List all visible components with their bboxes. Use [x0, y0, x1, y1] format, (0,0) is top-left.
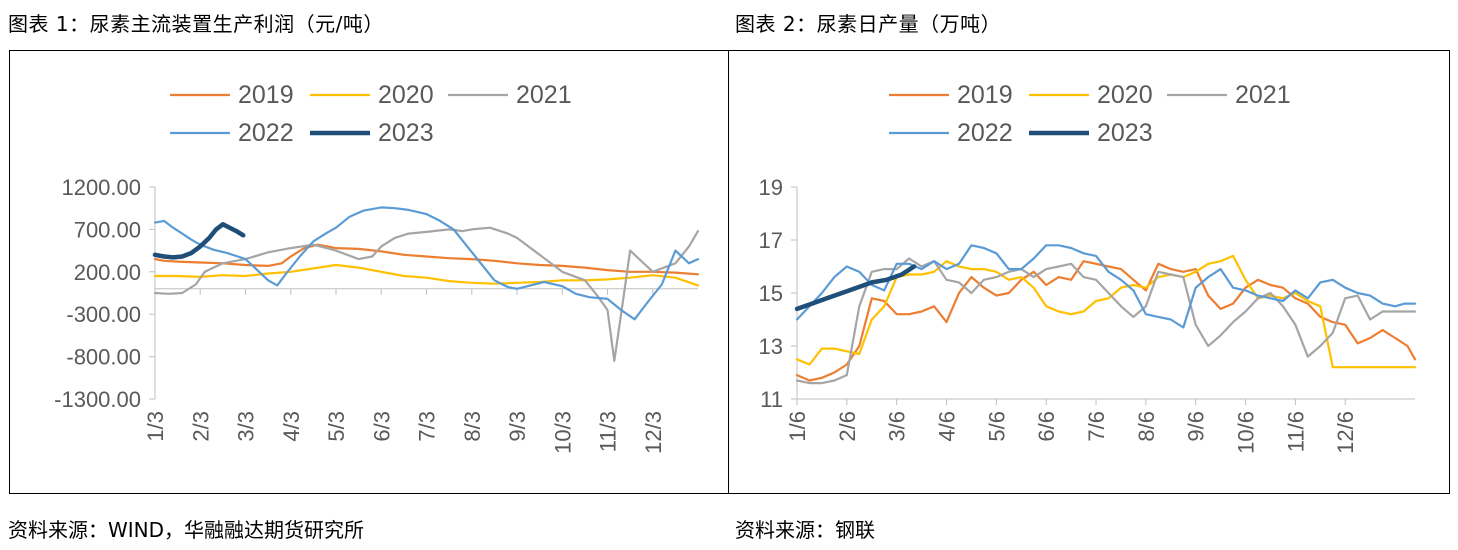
x-tick-label: 2/6: [835, 411, 860, 442]
legend-item-2020: 2020: [1029, 81, 1153, 109]
y-tick-label: -800.00: [66, 345, 141, 370]
legend-label-2023: 2023: [1097, 119, 1153, 147]
y-tick-label: -300.00: [66, 302, 141, 327]
series-line-2019: [795, 260, 1417, 382]
series-line-2021: [153, 226, 700, 362]
legend-label-2019: 2019: [957, 81, 1013, 109]
x-tick-label: 2/3: [188, 411, 213, 442]
x-tick-label: 6/6: [1034, 411, 1059, 442]
legend: 2019 2020 2021 2022 2023: [889, 81, 1291, 147]
y-tick-label: 17: [759, 228, 783, 253]
legend-item-2023: 2023: [1029, 119, 1153, 147]
legend-label-2022: 2022: [957, 119, 1013, 147]
y-tick-label: 19: [759, 175, 783, 200]
x-tick-label: 9/3: [505, 411, 530, 442]
y-tick-label: 1200.00: [61, 175, 141, 200]
series-line-2022: [153, 206, 700, 321]
x-tick-label: 1/3: [143, 411, 168, 442]
legend-label-2020: 2020: [1097, 81, 1153, 109]
legend-item-2019: 2019: [170, 81, 294, 109]
y-tick-label: 13: [759, 334, 783, 359]
chart2-source: 资料来源：钢联: [735, 518, 875, 542]
x-axis: 1/3 2/3 3/3 4/3 5/3 6/3 7/3 8/3 9/3 10/3 11/3 12/3: [143, 288, 698, 454]
legend-label-2019: 2019: [238, 81, 294, 109]
legend-item-2022: 2022: [170, 119, 294, 147]
x-tick-label: 8/3: [460, 411, 485, 442]
series-line-2020: [153, 263, 700, 287]
legend-label-2023: 2023: [378, 119, 434, 147]
chart1-source: 资料来源：WIND，华融融达期货研究所: [8, 518, 365, 542]
x-tick-label: 12/3: [641, 411, 666, 454]
legend-label-2021: 2021: [1235, 81, 1291, 109]
legend-label-2021: 2021: [516, 81, 572, 109]
series-line-2020: [795, 254, 1417, 369]
series-group: [152, 206, 700, 362]
x-tick-label: 12/6: [1333, 411, 1358, 454]
legend: 2019 2020 2021 2022 2023: [170, 81, 572, 147]
legend-label-2020: 2020: [378, 81, 434, 109]
x-tick-label: 4/6: [935, 411, 960, 442]
x-tick-label: 5/6: [984, 411, 1009, 442]
legend-item-2021: 2021: [448, 81, 572, 109]
x-tick-label: 7/6: [1084, 411, 1109, 442]
x-tick-label: 7/3: [415, 411, 440, 442]
x-tick-label: 6/3: [369, 411, 394, 442]
series-line-2022: [795, 244, 1417, 329]
chart1-svg: 2019 2020 2021 2022 2023 1200.00 700.00 200.00 -…: [54, 81, 700, 454]
chart2-title: 图表 2：尿素日产量（万吨）: [735, 12, 1002, 36]
chart1-frame: 2019 2020 2021 2022 2023 1200.00 700.00 200.00 -…: [9, 50, 729, 494]
y-tick-label: 15: [759, 281, 783, 306]
x-tick-label: 11/3: [596, 411, 621, 452]
legend-item-2021: 2021: [1167, 81, 1291, 109]
x-tick-label: 10/3: [550, 411, 575, 454]
x-tick-label: 1/6: [785, 411, 810, 442]
legend-item-2020: 2020: [310, 81, 434, 109]
x-tick-label: 8/6: [1134, 411, 1159, 442]
series-line-2019: [153, 243, 700, 276]
legend-item-2022: 2022: [889, 119, 1013, 147]
x-axis: 1/6 2/6 3/6 4/6 5/6 6/6 7/6 8/6 9/6 10/6 11/6 12/6: [785, 398, 1415, 454]
y-tick-label: 11: [760, 387, 783, 412]
y-axis: 11 13 15 17 19: [759, 175, 798, 412]
x-tick-label: 3/3: [234, 411, 259, 442]
x-tick-label: 3/6: [885, 411, 910, 442]
chart2-frame: 2019 2020 2021 2022 2023 11 13 15 17 19 1/6 2/6 3/6 4…: [728, 50, 1450, 494]
x-tick-label: 4/3: [279, 411, 304, 442]
legend-label-2022: 2022: [238, 119, 294, 147]
y-tick-label: 200.00: [74, 260, 141, 285]
x-tick-label: 11/6: [1283, 411, 1308, 452]
x-tick-label: 5/3: [324, 411, 349, 442]
series-group: [794, 244, 1417, 385]
series-line-2021: [795, 257, 1417, 385]
y-tick-label: -1300.00: [54, 387, 141, 412]
legend-item-2019: 2019: [889, 81, 1013, 109]
x-tick-label: 10/6: [1234, 411, 1259, 454]
chart2-svg: 2019 2020 2021 2022 2023 11 13 15 17 19 1/6 2/6 3/6 4…: [759, 81, 1417, 454]
x-tick-label: 9/6: [1184, 411, 1209, 442]
y-tick-label: 700.00: [74, 217, 141, 242]
legend-item-2023: 2023: [310, 119, 434, 147]
chart1-title: 图表 1：尿素主流装置生产利润（元/吨）: [8, 12, 384, 36]
series-line-2023: [152, 222, 246, 260]
series-line-2023: [794, 264, 917, 312]
y-axis: 1200.00 700.00 200.00 -300.00 -800.00 -1300.0…: [54, 175, 156, 412]
